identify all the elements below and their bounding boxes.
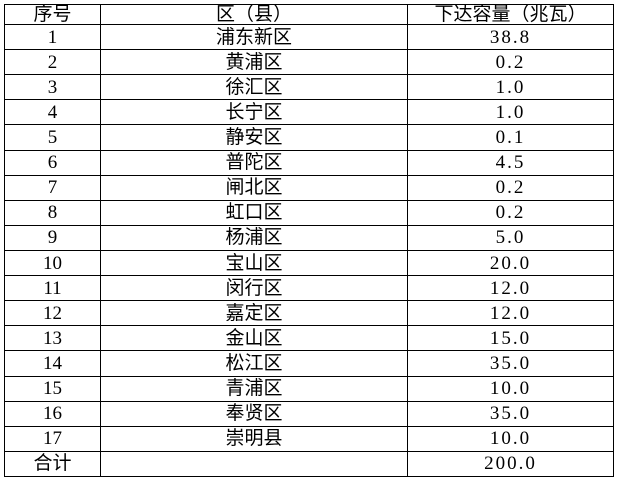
capacity-cell: 0.1: [407, 124, 614, 151]
table-row: 11 闵行区 12.0: [4, 275, 614, 302]
district-cell: 普陀区: [100, 149, 408, 176]
seq-cell: 4: [4, 99, 101, 126]
seq-cell: 5: [4, 124, 101, 151]
district-cell: 宝山区: [100, 249, 408, 277]
district-cell: 黄浦区: [100, 49, 408, 76]
table-row: 9 杨浦区 5.0: [4, 224, 614, 251]
seq-cell: 3: [4, 74, 101, 101]
header-seq: 序号: [4, 4, 101, 25]
capacity-cell: 35.0: [407, 350, 614, 377]
table-row: 4 长宁区 1.0: [4, 99, 614, 126]
total-row: 合计 200.0: [4, 450, 614, 478]
table-row: 3 徐汇区 1.0: [4, 74, 614, 101]
table-row: 16 奉贤区 35.0: [4, 400, 614, 427]
capacity-cell: 0.2: [407, 174, 614, 201]
seq-cell: 2: [4, 49, 101, 76]
capacity-cell: 0.2: [407, 199, 614, 226]
total-capacity-cell: 200.0: [407, 450, 614, 478]
district-cell: 虹口区: [100, 199, 408, 226]
table-row: 8 虹口区 0.2: [4, 199, 614, 226]
seq-cell: 6: [4, 149, 101, 176]
capacity-cell: 4.5: [407, 149, 614, 176]
table-row: 1 浦东新区 38.8: [4, 23, 614, 51]
seq-cell: 17: [4, 425, 101, 452]
seq-cell: 1: [4, 23, 101, 51]
table-row: 10 宝山区 20.0: [4, 249, 614, 277]
seq-cell: 14: [4, 350, 101, 377]
header-capacity: 下达容量（兆瓦）: [407, 4, 614, 25]
table-row: 7 闸北区 0.2: [4, 174, 614, 201]
table-row: 5 静安区 0.1: [4, 124, 614, 151]
capacity-cell: 15.0: [407, 325, 614, 352]
header-row: 序号 区（县） 下达容量（兆瓦）: [4, 4, 614, 25]
table-row: 2 黄浦区 0.2: [4, 49, 614, 76]
table-row: 14 松江区 35.0: [4, 350, 614, 377]
district-cell: 崇明县: [100, 425, 408, 452]
district-cell: 闸北区: [100, 174, 408, 201]
seq-cell: 16: [4, 400, 101, 427]
table-row: 13 金山区 15.0: [4, 325, 614, 352]
capacity-cell: 35.0: [407, 400, 614, 427]
capacity-cell: 10.0: [407, 375, 614, 402]
header-district: 区（县）: [100, 4, 408, 25]
table-row: 6 普陀区 4.5: [4, 149, 614, 176]
district-cell: 浦东新区: [100, 23, 408, 51]
capacity-cell: 20.0: [407, 249, 614, 277]
seq-cell: 7: [4, 174, 101, 201]
district-cell: 金山区: [100, 325, 408, 352]
district-cell: 松江区: [100, 350, 408, 377]
table-row: 15 青浦区 10.0: [4, 375, 614, 402]
capacity-cell: 12.0: [407, 275, 614, 302]
district-cell: 闵行区: [100, 275, 408, 302]
district-cell: 青浦区: [100, 375, 408, 402]
capacity-cell: 10.0: [407, 425, 614, 452]
capacity-cell: 38.8: [407, 23, 614, 51]
capacity-table: 序号 区（县） 下达容量（兆瓦） 1 浦东新区 38.8 2 黄浦区 0.2 3…: [4, 4, 614, 478]
total-label-cell: 合计: [4, 450, 101, 478]
district-cell: 嘉定区: [100, 300, 408, 327]
capacity-cell: 1.0: [407, 99, 614, 126]
district-cell: 静安区: [100, 124, 408, 151]
district-cell: 杨浦区: [100, 224, 408, 251]
table-row: 17 崇明县 10.0: [4, 425, 614, 452]
capacity-cell: 0.2: [407, 49, 614, 76]
seq-cell: 15: [4, 375, 101, 402]
district-cell: 徐汇区: [100, 74, 408, 101]
seq-cell: 9: [4, 224, 101, 251]
total-district-cell: [100, 450, 408, 478]
capacity-cell: 12.0: [407, 300, 614, 327]
capacity-cell: 1.0: [407, 74, 614, 101]
seq-cell: 8: [4, 199, 101, 226]
seq-cell: 11: [4, 275, 101, 302]
district-cell: 奉贤区: [100, 400, 408, 427]
table-row: 12 嘉定区 12.0: [4, 300, 614, 327]
seq-cell: 13: [4, 325, 101, 352]
district-cell: 长宁区: [100, 99, 408, 126]
capacity-cell: 5.0: [407, 224, 614, 251]
seq-cell: 10: [4, 249, 101, 277]
seq-cell: 12: [4, 300, 101, 327]
